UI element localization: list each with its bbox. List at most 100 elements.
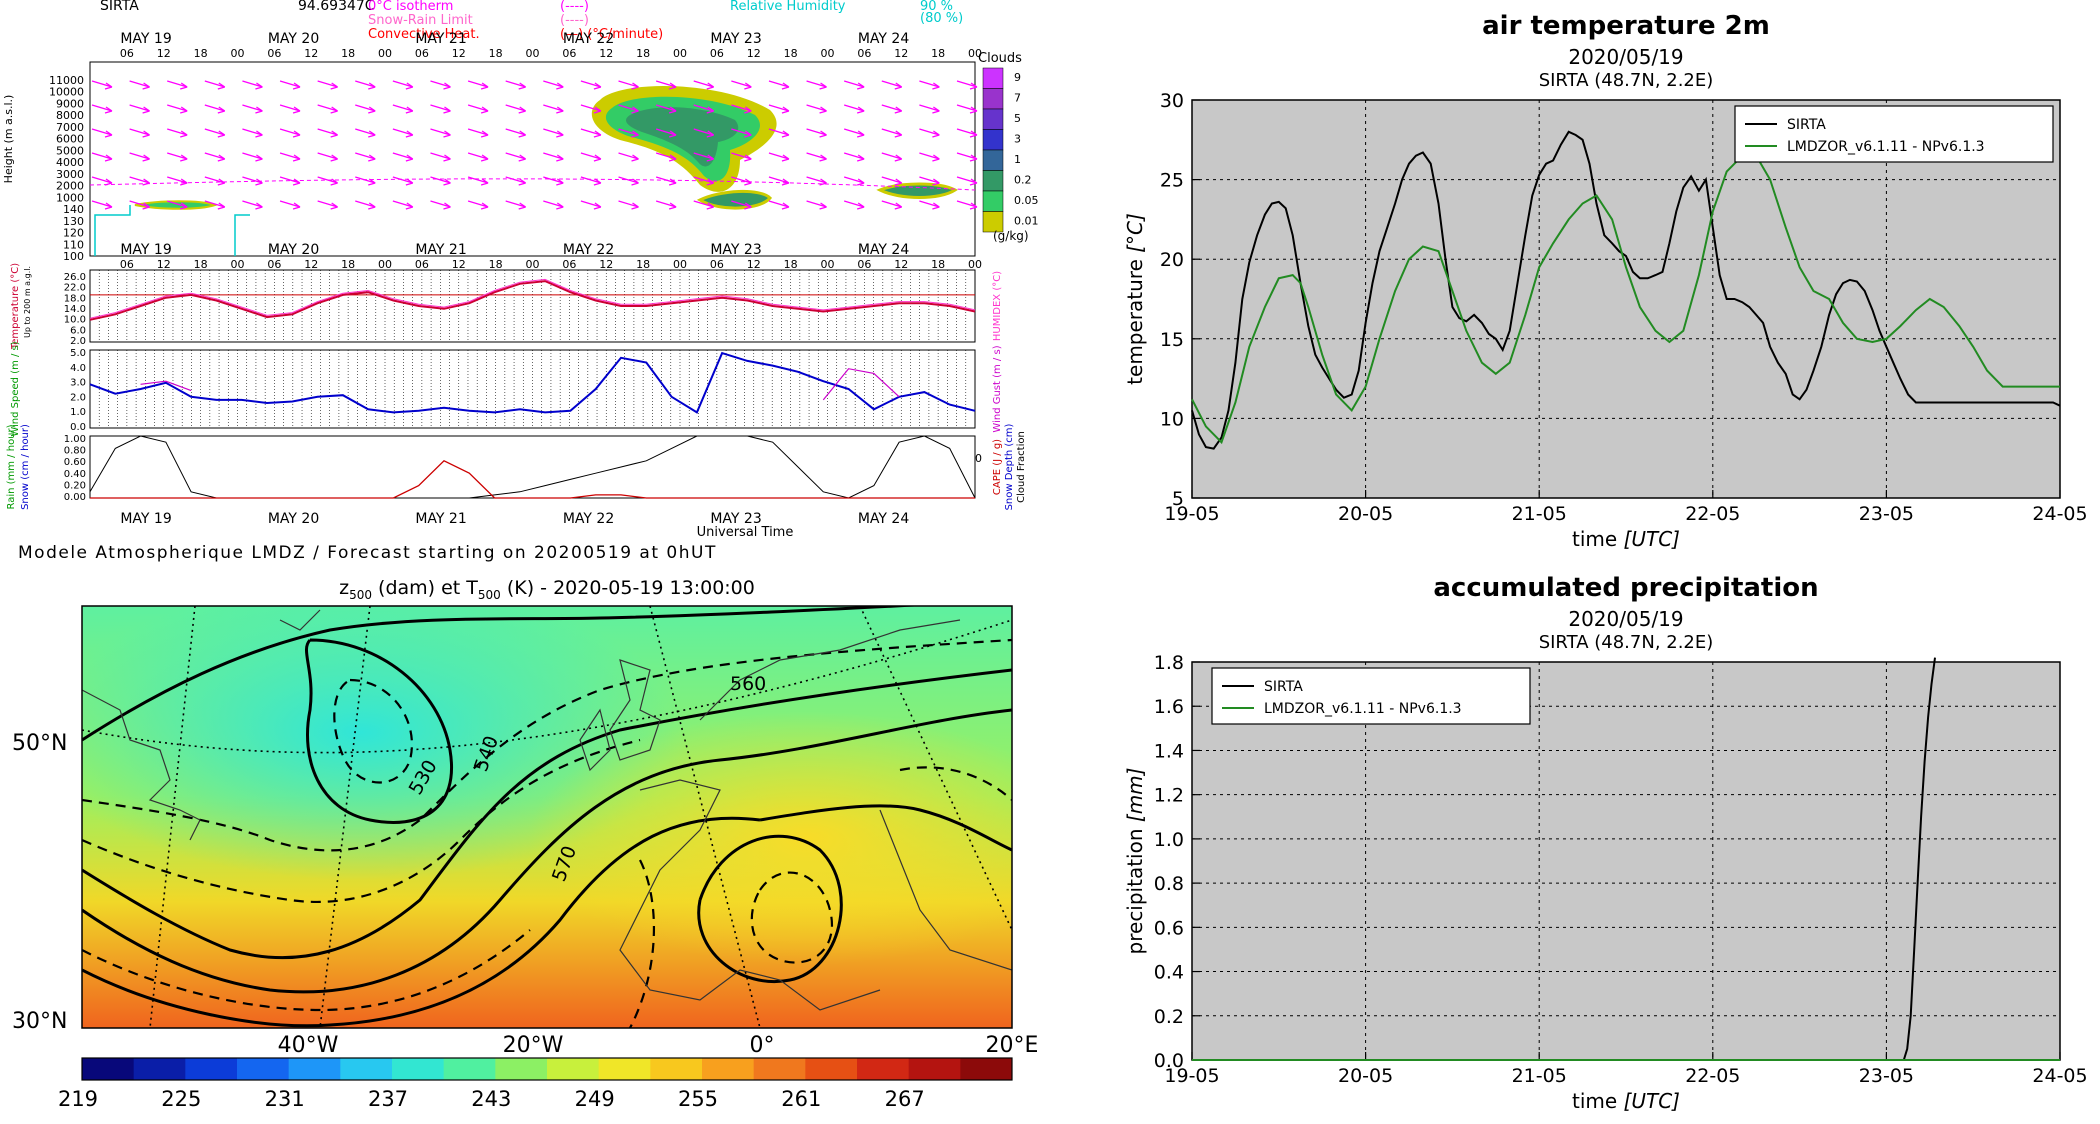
wind-arrow: [731, 152, 752, 162]
clouds-swatch: [982, 88, 1004, 110]
gust-series-line: [140, 368, 900, 401]
y-tick-label: 0.2: [1154, 1006, 1184, 1028]
hour-label: 12: [894, 258, 908, 271]
wind-arrow: [129, 80, 150, 90]
wind-arrow: [655, 128, 677, 138]
wind-arrow: [430, 104, 451, 114]
humidex-series-line: [89, 278, 976, 319]
clouds-level-label: 3: [1014, 133, 1021, 146]
wind-arrow: [843, 176, 865, 186]
colorbar-swatch: [960, 1058, 1013, 1080]
wind-arrow: [279, 104, 301, 114]
legend-entry: LMDZOR_v6.1.11 - NPv6.1.3: [1264, 701, 1462, 717]
wind-arrow: [467, 152, 489, 162]
day-label: MAY 23: [710, 31, 761, 47]
hour-label: 00: [378, 47, 392, 60]
wind-tick-label: 4.0: [70, 363, 86, 374]
wind-arrow: [204, 152, 226, 162]
wind-arrow: [204, 104, 226, 114]
clouds-level-label: 0.05: [1014, 194, 1039, 207]
legend: SIRTA LMDZOR_v6.1.11 - NPv6.1.3: [1734, 105, 2054, 163]
y-tick-label: 0.6: [1154, 917, 1184, 939]
temp-tick-label: 6.0: [70, 325, 86, 336]
wind-tick-label: 2.0: [70, 392, 86, 403]
day-label: MAY 20: [268, 242, 319, 258]
wind-arrow: [655, 200, 677, 210]
height-tick-label: 9000: [56, 97, 84, 110]
y-tick-label: 20: [1160, 249, 1184, 271]
hour-label: 00: [673, 47, 687, 60]
wind-arrow: [806, 80, 827, 90]
hour-label: 06: [267, 258, 281, 271]
day-label: MAY 20: [268, 31, 319, 47]
wind-arrow: [731, 128, 752, 138]
meteogram-station: SIRTA: [100, 0, 139, 14]
lon-label-40w: 40°W: [278, 1033, 339, 1058]
wind-tick-label: 5.0: [70, 348, 86, 359]
day-label: MAY 19: [120, 242, 171, 258]
colorbar-swatch: [185, 1058, 238, 1080]
day-label-bottom: MAY 21: [415, 511, 466, 527]
height-tick-label: 1000: [56, 191, 84, 204]
hour-label: 18: [931, 258, 945, 271]
plot-area: [1191, 99, 2061, 499]
gridlines: [1192, 100, 2060, 498]
x-tick-label: 19-05: [1164, 1065, 1219, 1087]
clouds-swatch: [982, 108, 1004, 130]
hour-label: 00: [821, 258, 835, 271]
hour-label: 12: [599, 47, 613, 60]
precip-tick-label: 0.80: [64, 446, 86, 457]
x-axis-label: time [UTC]: [1572, 527, 1680, 551]
wind-arrow: [543, 176, 564, 186]
hour-label: 18: [341, 258, 355, 271]
wind-arrow: [505, 104, 527, 114]
precip-tick-label: 1.00: [64, 434, 86, 445]
wind-arrow: [242, 200, 263, 210]
clouds-level-label: 7: [1014, 92, 1021, 105]
hour-label: 06: [710, 258, 724, 271]
colorbar-swatch: [133, 1058, 186, 1080]
hour-label: 06: [710, 47, 724, 60]
wind-arrow: [167, 200, 188, 210]
wind-arrow: [129, 104, 150, 114]
rain-line: [90, 460, 975, 499]
wind-arrow: [543, 80, 564, 90]
hour-label: 12: [304, 47, 318, 60]
day-label: MAY 22: [563, 31, 614, 47]
hour-label: 18: [636, 47, 650, 60]
wind-arrow: [881, 80, 903, 90]
hour-label: 06: [562, 258, 576, 271]
hour-label: 06: [120, 47, 134, 60]
map-coastlines: [82, 609, 1012, 1011]
y-axis-label: precipitation [mm]: [1123, 768, 1147, 955]
y-tick-label: 1.6: [1154, 696, 1184, 718]
colorbar-swatch: [857, 1058, 910, 1080]
wind-arrow: [430, 128, 451, 138]
map-title: z500 (dam) et T500 (K) - 2020-05-19 13:0…: [339, 577, 755, 602]
lat-label-30n: 30°N: [12, 1009, 67, 1034]
height-tick-label: 130: [63, 215, 84, 228]
legend-box: [1211, 667, 1531, 725]
y-tick-label: 30: [1160, 90, 1184, 112]
meteo-vgrid-wind: [89, 350, 976, 428]
hour-label: 12: [452, 258, 466, 271]
hour-label: 18: [636, 258, 650, 271]
chart-subtitle-date: 2020/05/19: [1568, 45, 1683, 69]
x-tick-label: 23-05: [1859, 1065, 1914, 1087]
wind-arrow: [204, 80, 226, 90]
wind-arrow: [956, 152, 978, 162]
wind-arrow: [505, 80, 527, 90]
wind-arrow: [881, 128, 903, 138]
map-warm-core: [82, 606, 1012, 1028]
colorbar-swatch: [237, 1058, 290, 1080]
wind-arrow: [167, 104, 188, 114]
x-tick-label: 22-05: [1685, 1065, 1740, 1087]
lon-label-20w: 20°W: [503, 1033, 564, 1058]
cloud-blob-left: [134, 200, 219, 210]
y-tick-label: 1.0: [1154, 829, 1184, 851]
wind-arrow: [317, 200, 339, 210]
wind-arrow: [731, 104, 752, 114]
day-label: MAY 24: [858, 242, 909, 258]
series-line-sirta: [1191, 130, 2061, 450]
hour-label: 18: [784, 47, 798, 60]
